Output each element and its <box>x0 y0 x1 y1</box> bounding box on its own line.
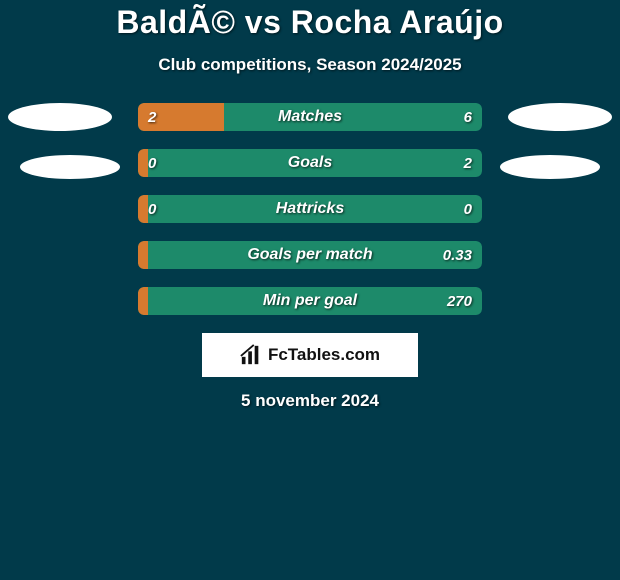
bar-fill <box>138 287 148 315</box>
bar-list: 2Matches6 0Goals2 0Hattricks0 Goals per mat… <box>138 103 482 315</box>
bar-row: Min per goal270 <box>138 287 482 315</box>
bar-value-right: 2 <box>464 149 472 177</box>
page-title: BaldÃ© vs Rocha Araújo <box>0 4 620 41</box>
bar-value-right: 0 <box>464 195 472 223</box>
bar-row: 0Hattricks0 <box>138 195 482 223</box>
bar-track <box>138 149 482 177</box>
bar-value-left: 0 <box>148 149 156 177</box>
bar-value-right: 0.33 <box>443 241 472 269</box>
player-left-icon-2 <box>20 155 120 179</box>
bar-track <box>138 287 482 315</box>
chart-area: 2Matches6 0Goals2 0Hattricks0 Goals per mat… <box>0 103 620 315</box>
bar-fill <box>138 195 148 223</box>
player-right-icon-1 <box>508 103 612 131</box>
bar-track <box>138 241 482 269</box>
bar-value-right: 6 <box>464 103 472 131</box>
barchart-icon <box>240 344 262 366</box>
bar-value-left: 0 <box>148 195 156 223</box>
bar-row: 0Goals2 <box>138 149 482 177</box>
date-text: 5 november 2024 <box>0 391 620 411</box>
bar-fill <box>138 149 148 177</box>
bar-value-right: 270 <box>447 287 472 315</box>
page-root: BaldÃ© vs Rocha Araújo Club competitions… <box>0 0 620 580</box>
bar-row: 2Matches6 <box>138 103 482 131</box>
logo-box: FcTables.com <box>202 333 418 377</box>
player-left-icon-1 <box>8 103 112 131</box>
bar-row: Goals per match0.33 <box>138 241 482 269</box>
logo-text: FcTables.com <box>268 345 380 365</box>
bar-fill <box>138 241 148 269</box>
page-subtitle: Club competitions, Season 2024/2025 <box>0 55 620 75</box>
bar-value-left: 2 <box>148 103 156 131</box>
bar-track <box>138 195 482 223</box>
player-right-icon-2 <box>500 155 600 179</box>
